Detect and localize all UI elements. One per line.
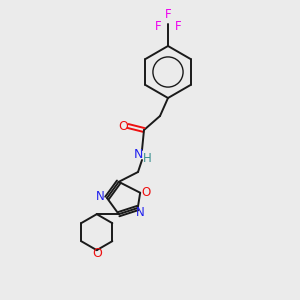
Text: O: O <box>142 186 151 199</box>
Text: N: N <box>96 190 104 203</box>
Text: O: O <box>92 247 102 260</box>
Text: H: H <box>142 152 152 164</box>
Text: F: F <box>165 8 171 22</box>
Text: N: N <box>135 206 144 220</box>
Text: O: O <box>118 119 128 133</box>
Text: F: F <box>155 20 161 32</box>
Text: N: N <box>133 148 143 161</box>
Text: F: F <box>175 20 181 32</box>
